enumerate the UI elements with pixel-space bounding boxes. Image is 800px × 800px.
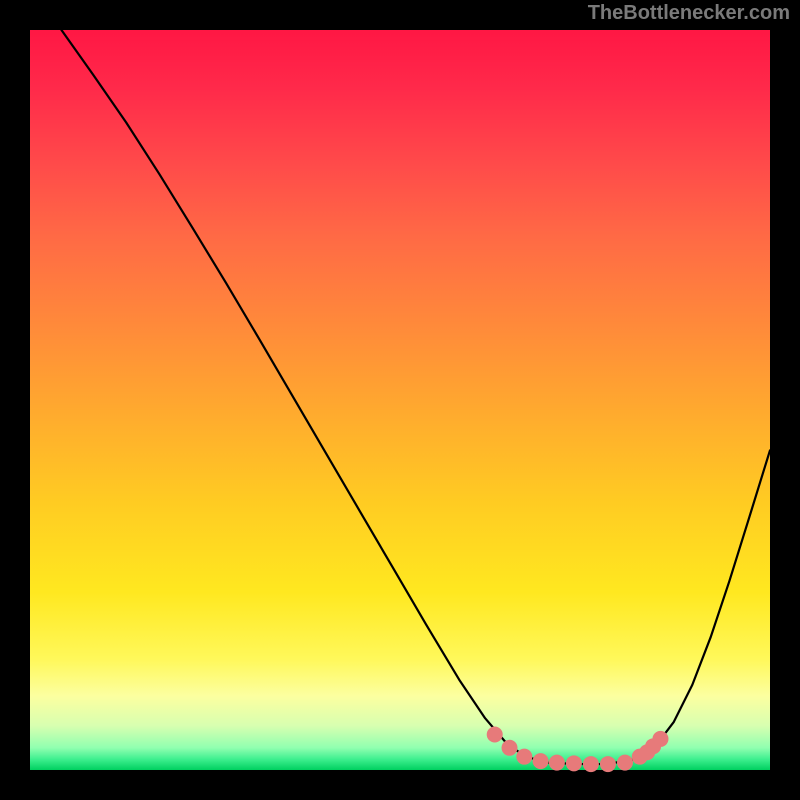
optimal-marker: [652, 731, 668, 747]
optimal-marker: [502, 740, 518, 756]
optimal-marker: [600, 756, 616, 772]
optimal-marker: [583, 756, 599, 772]
optimal-marker: [533, 753, 549, 769]
optimal-marker: [566, 755, 582, 771]
optimal-marker: [617, 755, 633, 771]
optimal-marker: [487, 726, 503, 742]
gradient-background: [30, 30, 770, 770]
optimal-marker: [549, 755, 565, 771]
watermark-text: TheBottlenecker.com: [588, 2, 790, 25]
optimal-marker: [516, 749, 532, 765]
bottleneck-chart: TheBottlenecker.com: [0, 0, 800, 800]
chart-svg: [0, 0, 800, 800]
